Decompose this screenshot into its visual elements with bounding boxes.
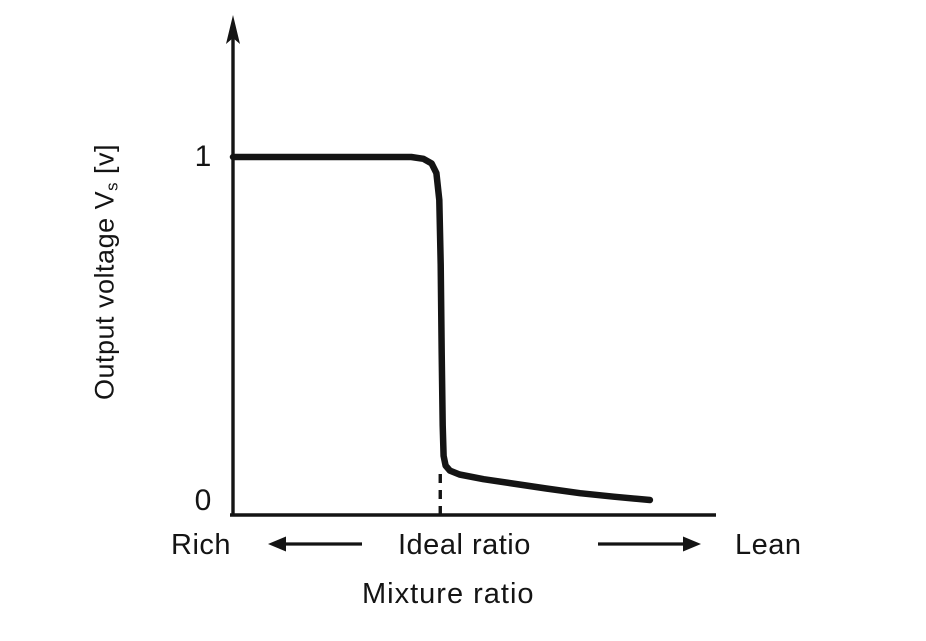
y-axis-label-subscript: s: [102, 182, 122, 191]
x-annotation-ideal-ratio: Ideal ratio: [398, 529, 531, 561]
lean-arrow-icon: [598, 536, 701, 552]
y-tick-0: 0: [194, 484, 212, 517]
sensor-output-curve: [229, 153, 654, 504]
x-annotation-lean: Lean: [735, 529, 802, 561]
y-axis-arrow-icon: [226, 15, 240, 44]
y-tick-1: 1: [194, 140, 212, 173]
y-axis-label: Output voltage Vs [v]: [90, 144, 123, 400]
y-axis-label-unit: [v]: [89, 143, 120, 182]
y-axis-label-text: Output voltage V: [89, 190, 120, 401]
x-annotation-rich: Rich: [171, 529, 232, 561]
x-axis-label: Mixture ratio: [362, 578, 535, 610]
rich-arrow-icon: [268, 536, 362, 552]
